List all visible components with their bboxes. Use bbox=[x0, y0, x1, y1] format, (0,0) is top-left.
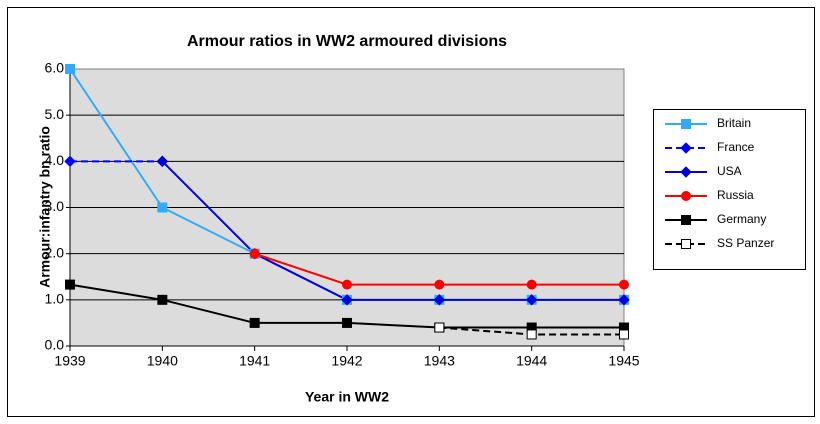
y-tick-label: 4.0 bbox=[45, 152, 65, 168]
legend-marker bbox=[681, 215, 691, 225]
point-marker bbox=[157, 202, 168, 213]
point-marker bbox=[249, 317, 260, 328]
point-marker bbox=[525, 294, 538, 306]
chart-title: Armour ratios in WW2 armoured divisions bbox=[187, 33, 507, 50]
x-tick-label: 1940 bbox=[147, 353, 178, 369]
x-axis-label: Year in WW2 bbox=[305, 389, 389, 405]
x-tick-label: 1943 bbox=[424, 353, 455, 369]
point-marker bbox=[156, 155, 169, 168]
x-tick-label: 1944 bbox=[516, 353, 547, 369]
legend-label: Germany bbox=[717, 212, 766, 226]
legend-label: Russia bbox=[717, 188, 754, 202]
point-marker bbox=[433, 294, 446, 306]
point-marker bbox=[342, 279, 352, 290]
point-marker bbox=[64, 155, 76, 168]
point-marker bbox=[619, 279, 629, 290]
y-axis-label: Armour:infantry bn ratio bbox=[37, 126, 53, 288]
legend-label: Britain bbox=[717, 116, 751, 130]
y-tick-label: 0.0 bbox=[45, 337, 65, 353]
legend-label: USA bbox=[717, 164, 742, 178]
legend-label: SS Panzer bbox=[717, 236, 774, 250]
y-tick-label: 3.0 bbox=[45, 198, 65, 214]
y-tick-label: 2.0 bbox=[45, 244, 65, 260]
y-tick-label: 6.0 bbox=[45, 60, 65, 76]
x-tick-label: 1941 bbox=[239, 353, 270, 369]
point-marker bbox=[526, 329, 537, 340]
y-tick-label: 5.0 bbox=[45, 106, 65, 122]
point-marker bbox=[619, 329, 629, 340]
point-marker bbox=[434, 279, 445, 290]
point-marker bbox=[249, 248, 260, 259]
point-marker bbox=[618, 294, 630, 306]
point-marker bbox=[65, 64, 75, 74]
legend bbox=[653, 109, 806, 270]
point-marker bbox=[342, 317, 352, 328]
legend-marker bbox=[680, 166, 692, 178]
legend-marker bbox=[681, 119, 691, 129]
x-tick-label: 1939 bbox=[54, 353, 85, 369]
legend-marker bbox=[681, 239, 691, 249]
legend-marker bbox=[681, 191, 691, 201]
legend-marker bbox=[680, 142, 692, 154]
point-marker bbox=[526, 279, 537, 290]
y-tick-label: 1.0 bbox=[45, 291, 65, 307]
point-marker bbox=[341, 294, 353, 306]
point-marker bbox=[434, 322, 445, 333]
x-tick-label: 1942 bbox=[331, 353, 362, 369]
point-marker bbox=[65, 279, 75, 290]
x-tick-label: 1945 bbox=[608, 353, 639, 369]
point-marker bbox=[157, 294, 168, 305]
legend-label: France bbox=[717, 140, 755, 154]
series-line bbox=[161, 160, 624, 301]
